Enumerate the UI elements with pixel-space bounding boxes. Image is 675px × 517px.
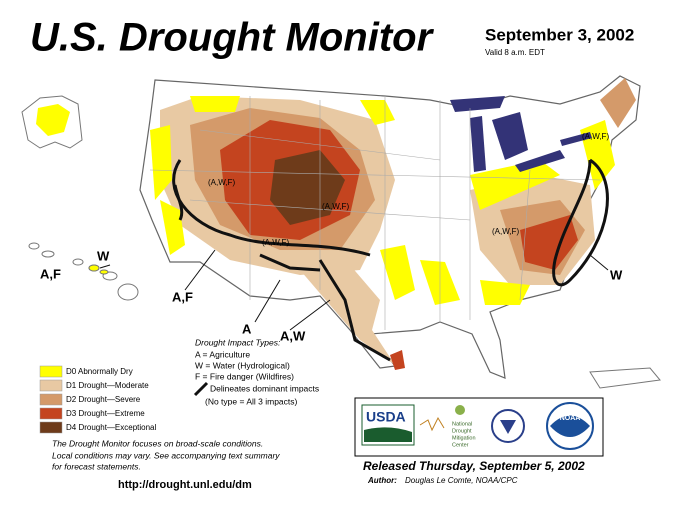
- impact-title: Drought Impact Types:: [195, 337, 281, 347]
- ndmc-line: Drought: [452, 428, 472, 434]
- d3-tip: [390, 350, 405, 370]
- author-name: Douglas Le Comte, NOAA/CPC: [405, 476, 518, 485]
- note-line: Local conditions may vary. See accompany…: [52, 450, 280, 460]
- puerto-rico: [589, 367, 661, 389]
- impact-type: F = Fire danger (Wildfires): [195, 371, 294, 381]
- map-label: W: [610, 267, 623, 282]
- released: Released Thursday, September 5, 2002: [363, 459, 585, 473]
- note: The Drought Monitor focuses on broad-sca…: [52, 438, 280, 471]
- impact-key: Drought Impact Types: A = Agriculture W …: [193, 337, 319, 406]
- ndmc-line: Mitigation: [452, 435, 476, 441]
- ndmc-tree: [455, 405, 465, 415]
- ndmc-graph: [419, 416, 445, 432]
- legend-label: D3 Drought—Extreme: [66, 409, 145, 418]
- state-lines: [149, 96, 601, 330]
- map-label: (A,W,F): [582, 132, 609, 141]
- legend-label: D0 Abnormally Dry: [66, 367, 133, 376]
- legend-label: D1 Drought—Moderate: [66, 381, 149, 390]
- legend-swatch: [39, 421, 63, 434]
- map-label: (A,W,F): [322, 202, 349, 211]
- alaska-dry: [36, 104, 70, 136]
- legend-swatch: [39, 407, 63, 420]
- author-label: Author:: [367, 476, 397, 485]
- doc-seal-eagle: [500, 420, 516, 434]
- legend-swatch: [39, 365, 63, 378]
- d2-maine: [600, 78, 636, 128]
- impact-line-label: Delineates dominant impacts: [210, 383, 319, 393]
- legend-swatch: [39, 379, 63, 392]
- noaa-wave: [550, 415, 590, 437]
- impact-line-sample: [193, 381, 209, 397]
- impact-type: A = Agriculture: [195, 349, 250, 359]
- map-label: A,F: [40, 266, 61, 281]
- legend-swatch: [39, 393, 63, 406]
- d4-west: [270, 150, 345, 225]
- title: U.S. Drought Monitor: [30, 16, 435, 60]
- ndmc-text: National Drought Mitigation Center: [452, 421, 476, 448]
- note-line: The Drought Monitor focuses on broad-sca…: [52, 438, 263, 448]
- map-label: A,W: [280, 328, 306, 343]
- impact-lines: [172, 158, 609, 362]
- ndmc-line: Center: [452, 442, 469, 448]
- ndmc-line: National: [452, 421, 472, 427]
- map-label: A: [242, 321, 252, 336]
- url: http://drought.unl.edu/dm: [118, 479, 252, 491]
- legend: D0 Abnormally Dry D1 Drought—Moderate D2 D…: [39, 365, 156, 434]
- legend-label: D2 Drought—Severe: [66, 395, 141, 404]
- d3-east: [520, 215, 578, 270]
- impact-none: (No type = All 3 impacts): [205, 396, 298, 406]
- legend-label: D4 Drought—Exceptional: [66, 423, 156, 432]
- noaa-text: NOAA: [560, 415, 581, 422]
- map-label: (A,W,F): [208, 178, 235, 187]
- date: September 3, 2002: [485, 25, 634, 44]
- logos: USDA National Drought Mitigation Center …: [354, 397, 604, 457]
- map-label: (A,W,F): [492, 227, 519, 236]
- usda-swoosh: [364, 427, 412, 442]
- impact-type: W = Water (Hydrological): [195, 360, 290, 370]
- map-label: W: [97, 248, 110, 263]
- hawaii-dry: [88, 264, 109, 275]
- great-lakes: [450, 96, 592, 172]
- note-line: for forecast statements.: [52, 461, 141, 471]
- label-pointers: [99, 249, 609, 331]
- map-label: A,F: [172, 289, 193, 304]
- map-label: (A,W,F): [262, 238, 289, 247]
- valid-time: Valid 8 a.m. EDT: [485, 48, 545, 57]
- usda-text: USDA: [366, 409, 406, 425]
- map: (A,W,F) (A,W,F) (A,W,F) (A,W,F) (A,W,F) …: [21, 75, 661, 389]
